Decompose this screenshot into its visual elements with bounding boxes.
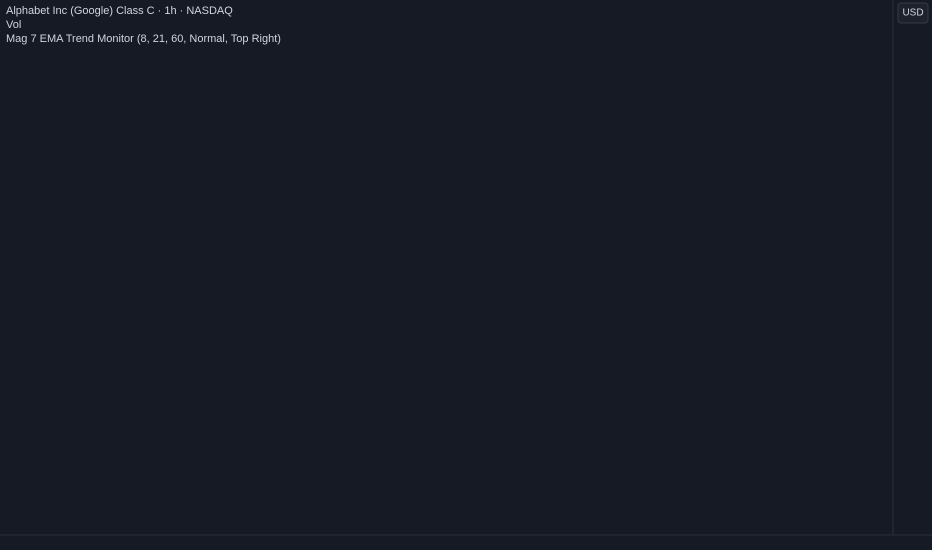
- currency-label[interactable]: USD: [902, 8, 923, 19]
- currency-button[interactable]: [897, 2, 929, 24]
- indicator-legend: Mag 7 EMA Trend Monitor (8, 21, 60, Norm…: [6, 33, 281, 45]
- chart-title: Alphabet Inc (Google) Class C · 1h · NAS…: [6, 5, 233, 17]
- volume-legend: Vol: [6, 19, 21, 31]
